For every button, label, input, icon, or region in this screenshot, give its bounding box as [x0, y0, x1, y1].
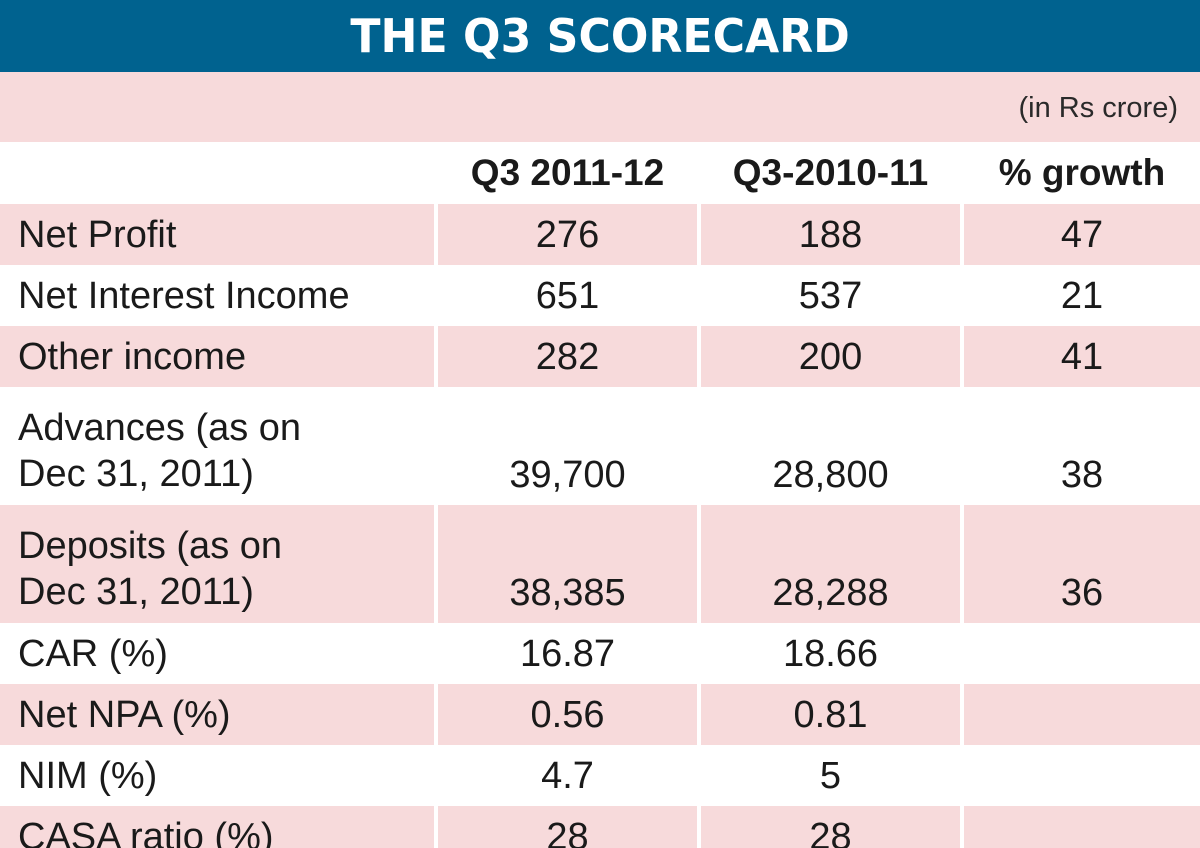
- table-row-net-npa: Net NPA (%) 0.56 0.81: [0, 684, 1200, 745]
- cell-q3-2010-11: 200: [697, 326, 962, 387]
- cell-growth: [960, 806, 1200, 848]
- row-label: Deposits (as on Dec 31, 2011): [0, 505, 436, 623]
- cell-q3-2011-12: 282: [434, 326, 699, 387]
- cell-growth: [960, 684, 1200, 745]
- row-label-line-2: Dec 31, 2011): [18, 571, 254, 613]
- cell-growth: 38: [960, 387, 1200, 505]
- row-label-line-1: Deposits (as on: [18, 525, 283, 567]
- cell-q3-2010-11: 28,288: [697, 505, 962, 623]
- cell-growth: 36: [960, 505, 1200, 623]
- header-row: Q3 2011-12 Q3-2010-11 % growth: [0, 142, 1200, 204]
- cell-q3-2011-12: 28: [434, 806, 699, 848]
- cell-q3-2010-11: 537: [697, 265, 962, 326]
- column-header-q3-2010-11: Q3-2010-11: [697, 142, 962, 204]
- cell-q3-2011-12: 651: [434, 265, 699, 326]
- row-label: CAR (%): [0, 623, 436, 684]
- table-row-advances: Advances (as on Dec 31, 2011) 39,700 28,8…: [0, 387, 1200, 505]
- cell-growth: 47: [960, 204, 1200, 265]
- row-label: Net NPA (%): [0, 684, 436, 745]
- cell-growth: 21: [960, 265, 1200, 326]
- row-label-line-2: Dec 31, 2011): [18, 453, 254, 495]
- cell-q3-2011-12: 4.7: [434, 745, 699, 806]
- table-row-net-interest-income: Net Interest Income 651 537 21: [0, 265, 1200, 326]
- cell-q3-2010-11: 5: [697, 745, 962, 806]
- column-header-label: [0, 142, 436, 204]
- row-label: Advances (as on Dec 31, 2011): [0, 387, 436, 505]
- cell-q3-2010-11: 18.66: [697, 623, 962, 684]
- column-header-q3-2011-12: Q3 2011-12: [434, 142, 699, 204]
- cell-q3-2010-11: 28: [697, 806, 962, 848]
- row-label-line-1: Advances (as on: [18, 407, 302, 449]
- table-row-deposits: Deposits (as on Dec 31, 2011) 38,385 28,2…: [0, 505, 1200, 623]
- row-label: Net Profit: [0, 204, 436, 265]
- cell-q3-2010-11: 188: [697, 204, 962, 265]
- scorecard-table: Q3 2011-12 Q3-2010-11 % growth Net Profi…: [0, 142, 1200, 848]
- unit-note: (in Rs crore): [1018, 92, 1178, 124]
- table-row-net-profit: Net Profit 276 188 47: [0, 204, 1200, 265]
- table-row-car: CAR (%) 16.87 18.66: [0, 623, 1200, 684]
- cell-growth: 41: [960, 326, 1200, 387]
- cell-q3-2011-12: 276: [434, 204, 699, 265]
- table-row-other-income: Other income 282 200 41: [0, 326, 1200, 387]
- cell-q3-2010-11: 0.81: [697, 684, 962, 745]
- cell-growth: [960, 745, 1200, 806]
- cell-q3-2011-12: 38,385: [434, 505, 699, 623]
- unit-row: (in Rs crore): [0, 72, 1200, 142]
- cell-q3-2010-11: 28,800: [697, 387, 962, 505]
- row-label: Other income: [0, 326, 436, 387]
- row-label: Net Interest Income: [0, 265, 436, 326]
- cell-q3-2011-12: 39,700: [434, 387, 699, 505]
- row-label: NIM (%): [0, 745, 436, 806]
- row-label: CASA ratio (%): [0, 806, 436, 848]
- title-bar: THE Q3 SCORECARD: [0, 0, 1200, 72]
- cell-q3-2011-12: 16.87: [434, 623, 699, 684]
- cell-q3-2011-12: 0.56: [434, 684, 699, 745]
- column-header-growth: % growth: [960, 142, 1200, 204]
- cell-growth: [960, 623, 1200, 684]
- table-row-casa-ratio: CASA ratio (%) 28 28: [0, 806, 1200, 848]
- table-row-nim: NIM (%) 4.7 5: [0, 745, 1200, 806]
- scorecard-title: THE Q3 SCORECARD: [350, 9, 850, 63]
